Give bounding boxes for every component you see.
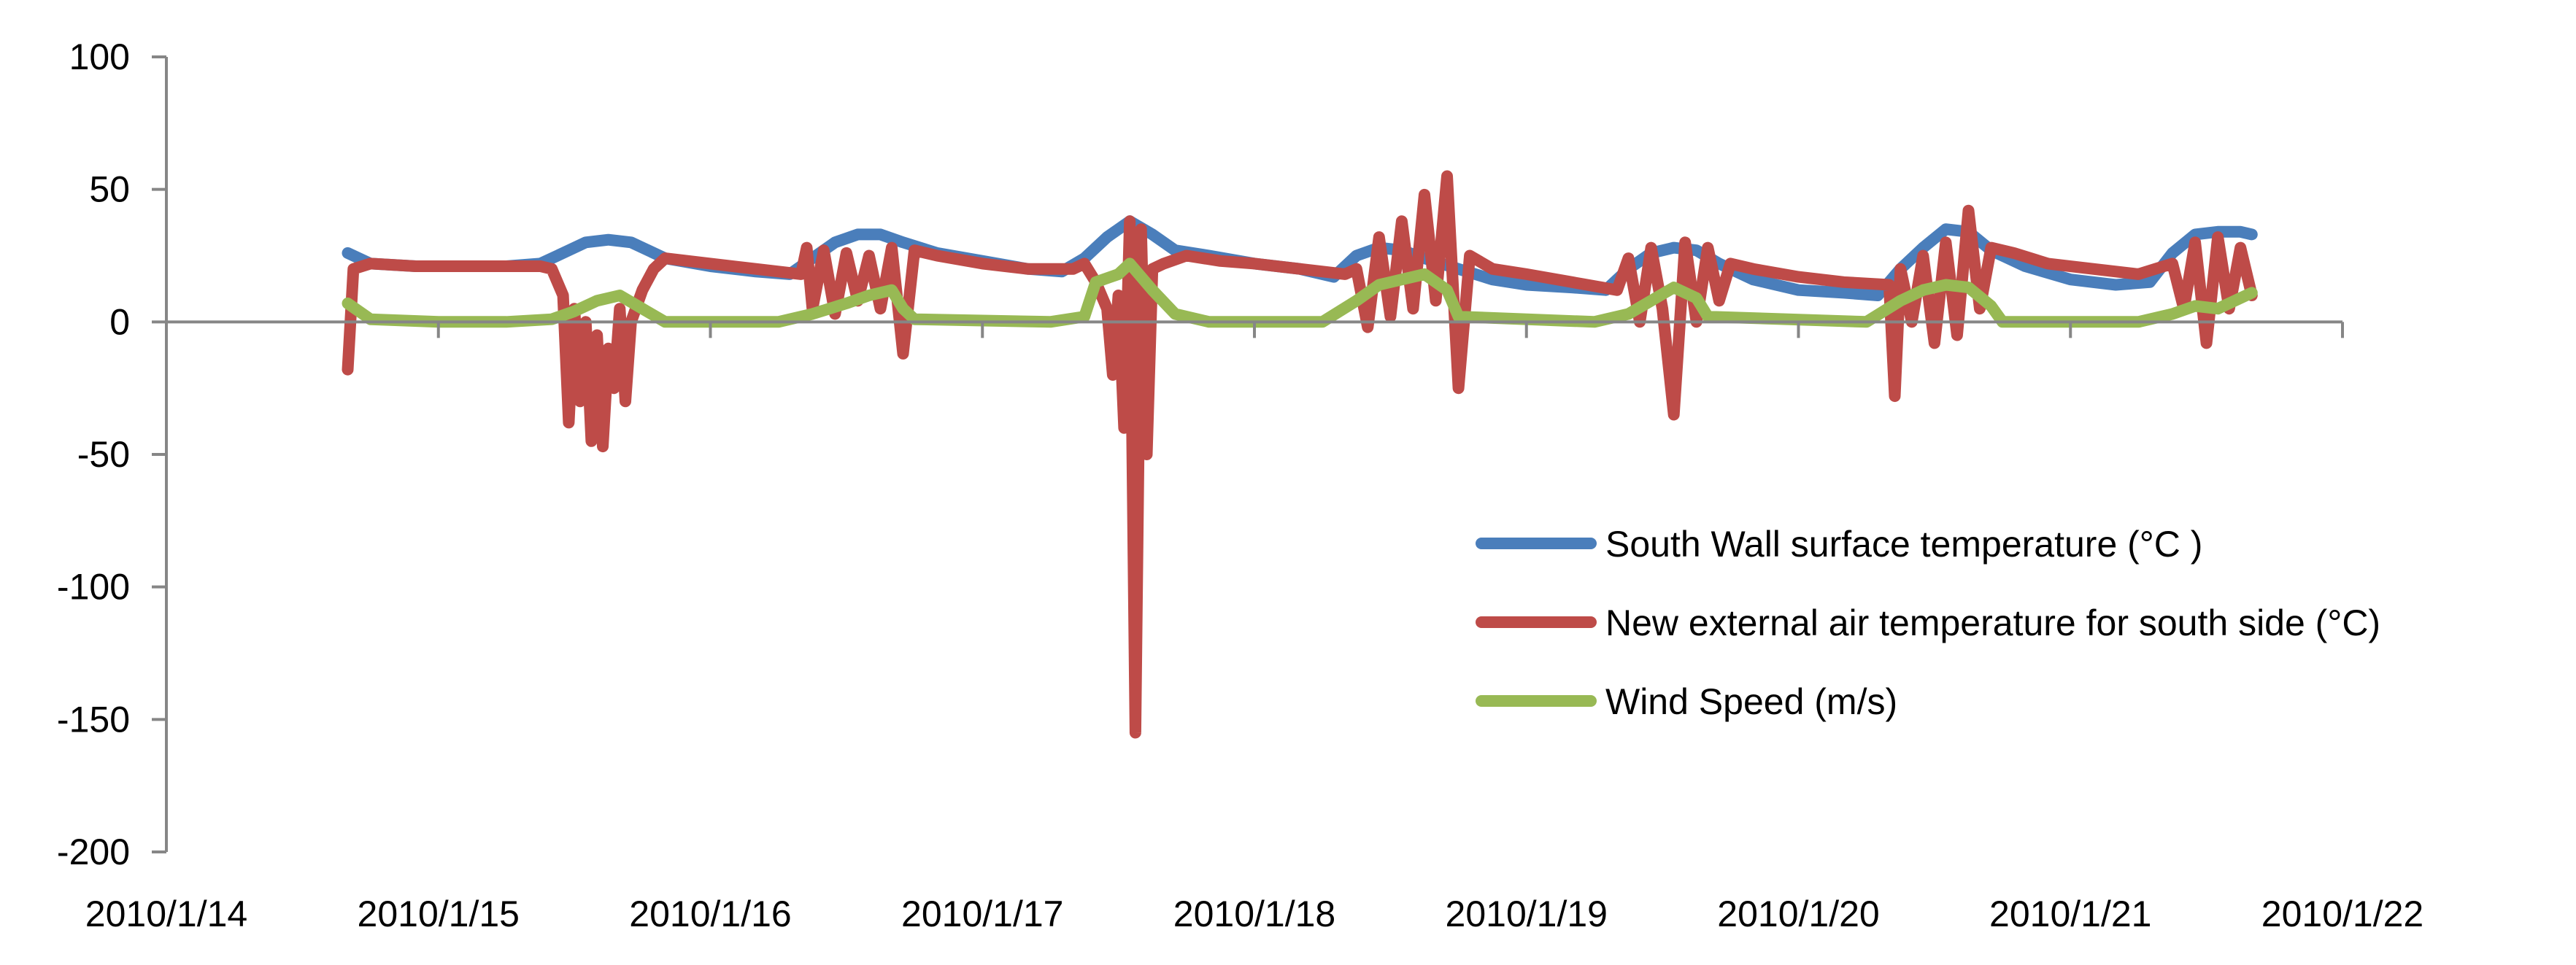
axis-layer: -200 -150 -100 -50 0 50 100 2010/1/14 2010/1/15 2… [57, 36, 2423, 934]
x-tick-label: 2010/1/15 [358, 894, 520, 934]
x-tick-label: 2010/1/21 [1989, 894, 2151, 934]
x-tick-label: 2010/1/18 [1173, 894, 1335, 934]
x-tick-label: 2010/1/22 [2261, 894, 2423, 934]
y-tick-label: -200 [57, 832, 130, 872]
x-tick-label: 2010/1/14 [85, 894, 247, 934]
legend: South Wall surface temperature (°C ) New … [1476, 524, 2380, 722]
y-tick-label: 50 [89, 169, 130, 210]
legend-label-1: South Wall surface temperature (°C ) [1605, 524, 2202, 565]
x-tick-label: 2010/1/16 [629, 894, 791, 934]
series-layer [342, 170, 2258, 739]
y-tick-label: 100 [69, 36, 130, 77]
x-tick-label: 2010/1/19 [1446, 894, 1608, 934]
x-tick-label: 2010/1/17 [901, 894, 1063, 934]
y-tick-label: -50 [77, 434, 130, 475]
series-line-2 [342, 170, 2258, 739]
legend-label-2: New external air temperature for south s… [1605, 602, 2380, 643]
y-tick-label: -150 [57, 699, 130, 740]
x-tick-label: 2010/1/20 [1717, 894, 1879, 934]
y-tick-label: 0 [109, 301, 130, 342]
y-tick-label: -100 [57, 567, 130, 608]
legend-label-3: Wind Speed (m/s) [1605, 681, 1897, 722]
